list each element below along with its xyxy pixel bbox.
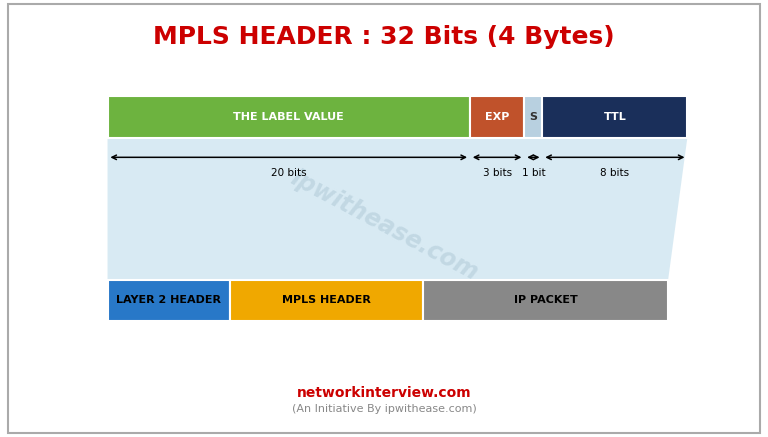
Text: ipwithease.com: ipwithease.com [286, 165, 482, 285]
Bar [525, 96, 542, 138]
Bar [230, 280, 423, 321]
Bar [423, 280, 668, 321]
Text: S: S [529, 112, 538, 122]
Text: (An Initiative By ipwithease.com): (An Initiative By ipwithease.com) [292, 405, 476, 414]
Bar [542, 96, 687, 138]
Bar [108, 96, 470, 138]
Text: networkinterview.com: networkinterview.com [296, 386, 472, 400]
Text: 3 bits: 3 bits [482, 168, 511, 178]
Text: EXP: EXP [485, 112, 509, 122]
Text: 20 bits: 20 bits [271, 168, 306, 178]
Text: IP PACKET: IP PACKET [514, 295, 578, 305]
Bar [108, 280, 230, 321]
Bar [470, 96, 525, 138]
Polygon shape [108, 138, 687, 280]
Text: TTL: TTL [604, 112, 626, 122]
Text: 1 bit: 1 bit [521, 168, 545, 178]
Text: MPLS HEADER : 32 Bits (4 Bytes): MPLS HEADER : 32 Bits (4 Bytes) [153, 25, 615, 49]
Text: 8 bits: 8 bits [601, 168, 630, 178]
Text: LAYER 2 HEADER: LAYER 2 HEADER [116, 295, 221, 305]
Text: MPLS HEADER: MPLS HEADER [282, 295, 371, 305]
Text: THE LABEL VALUE: THE LABEL VALUE [233, 112, 344, 122]
